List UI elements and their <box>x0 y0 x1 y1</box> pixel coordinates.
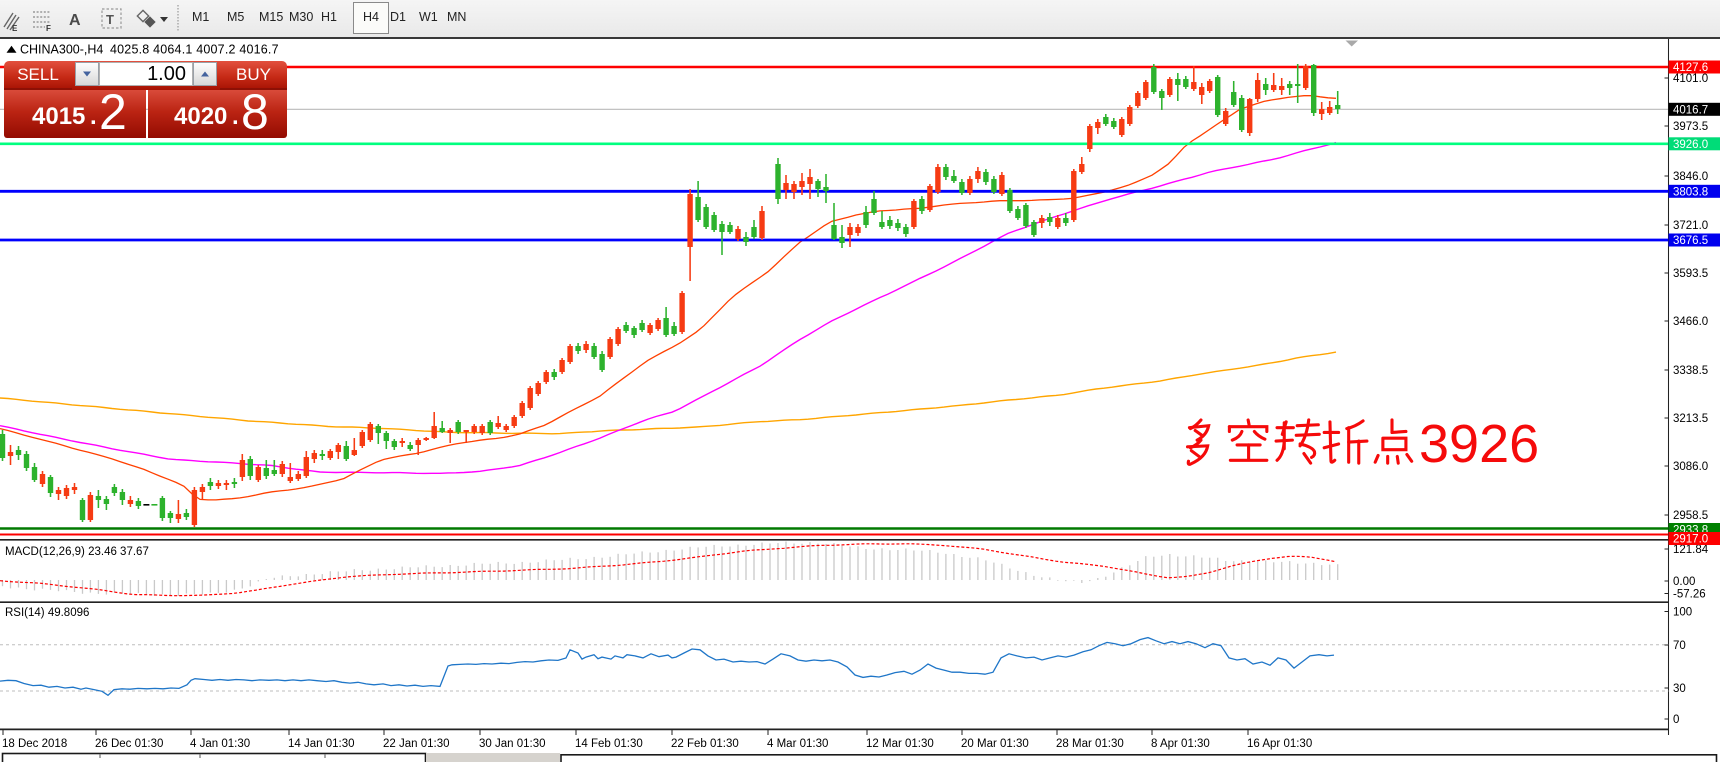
svg-text:CHINA300-,H4: CHINA300-,H4 <box>20 43 103 57</box>
svg-text:14 Feb 01:30: 14 Feb 01:30 <box>575 738 643 750</box>
svg-text:T: T <box>106 12 114 27</box>
svg-text:3213.5: 3213.5 <box>1673 413 1708 425</box>
svg-text:30: 30 <box>1673 683 1686 695</box>
svg-text:28 Mar 01:30: 28 Mar 01:30 <box>1056 738 1124 750</box>
svg-text:3926: 3926 <box>1419 414 1539 474</box>
svg-text:F: F <box>46 24 51 33</box>
svg-text:3846.0: 3846.0 <box>1673 171 1708 183</box>
svg-text:2917.0: 2917.0 <box>1673 534 1708 546</box>
svg-text:70: 70 <box>1673 640 1686 652</box>
svg-text:4 Jan 01:30: 4 Jan 01:30 <box>190 738 250 750</box>
svg-text:3466.0: 3466.0 <box>1673 316 1708 328</box>
svg-text:22 Jan 01:30: 22 Jan 01:30 <box>383 738 450 750</box>
svg-text:3721.0: 3721.0 <box>1673 220 1708 232</box>
svg-text:0: 0 <box>1673 714 1679 726</box>
svg-text:RSI(14) 49.8096: RSI(14) 49.8096 <box>5 607 89 619</box>
svg-text:26 Dec 01:30: 26 Dec 01:30 <box>95 738 163 750</box>
svg-text:MACD(12,26,9) 23.46 37.67: MACD(12,26,9) 23.46 37.67 <box>5 546 149 558</box>
svg-text:18 Dec 2018: 18 Dec 2018 <box>2 738 67 750</box>
svg-text:3086.0: 3086.0 <box>1673 461 1708 473</box>
svg-text:4025.8 4064.1 4007.2 4016.7: 4025.8 4064.1 4007.2 4016.7 <box>110 43 279 57</box>
svg-text:100: 100 <box>1673 607 1692 619</box>
svg-text:3676.5: 3676.5 <box>1673 235 1708 247</box>
svg-text:-57.26: -57.26 <box>1673 589 1706 601</box>
svg-text:0.00: 0.00 <box>1673 576 1695 588</box>
svg-text:30 Jan 01:30: 30 Jan 01:30 <box>479 738 546 750</box>
svg-text:16 Apr 01:30: 16 Apr 01:30 <box>1247 738 1312 750</box>
svg-text:A: A <box>69 12 81 29</box>
svg-text:4101.0: 4101.0 <box>1673 73 1708 85</box>
svg-text:E: E <box>12 24 18 33</box>
svg-text:8 Apr 01:30: 8 Apr 01:30 <box>1151 738 1210 750</box>
svg-text:4 Mar 01:30: 4 Mar 01:30 <box>767 738 828 750</box>
svg-text:121.84: 121.84 <box>1673 544 1709 556</box>
svg-text:12 Mar 01:30: 12 Mar 01:30 <box>866 738 934 750</box>
svg-text:3973.5: 3973.5 <box>1673 121 1708 133</box>
svg-text:20 Mar 01:30: 20 Mar 01:30 <box>961 738 1029 750</box>
svg-text:22 Feb 01:30: 22 Feb 01:30 <box>671 738 739 750</box>
svg-text:3338.5: 3338.5 <box>1673 365 1708 377</box>
svg-text:4127.6: 4127.6 <box>1673 62 1708 74</box>
svg-text:3803.8: 3803.8 <box>1673 186 1708 198</box>
svg-text:4016.7: 4016.7 <box>1673 104 1708 116</box>
svg-text:3593.5: 3593.5 <box>1673 268 1708 280</box>
svg-text:2958.5: 2958.5 <box>1673 510 1708 522</box>
svg-text:3926.0: 3926.0 <box>1673 139 1708 151</box>
svg-text:14 Jan 01:30: 14 Jan 01:30 <box>288 738 355 750</box>
